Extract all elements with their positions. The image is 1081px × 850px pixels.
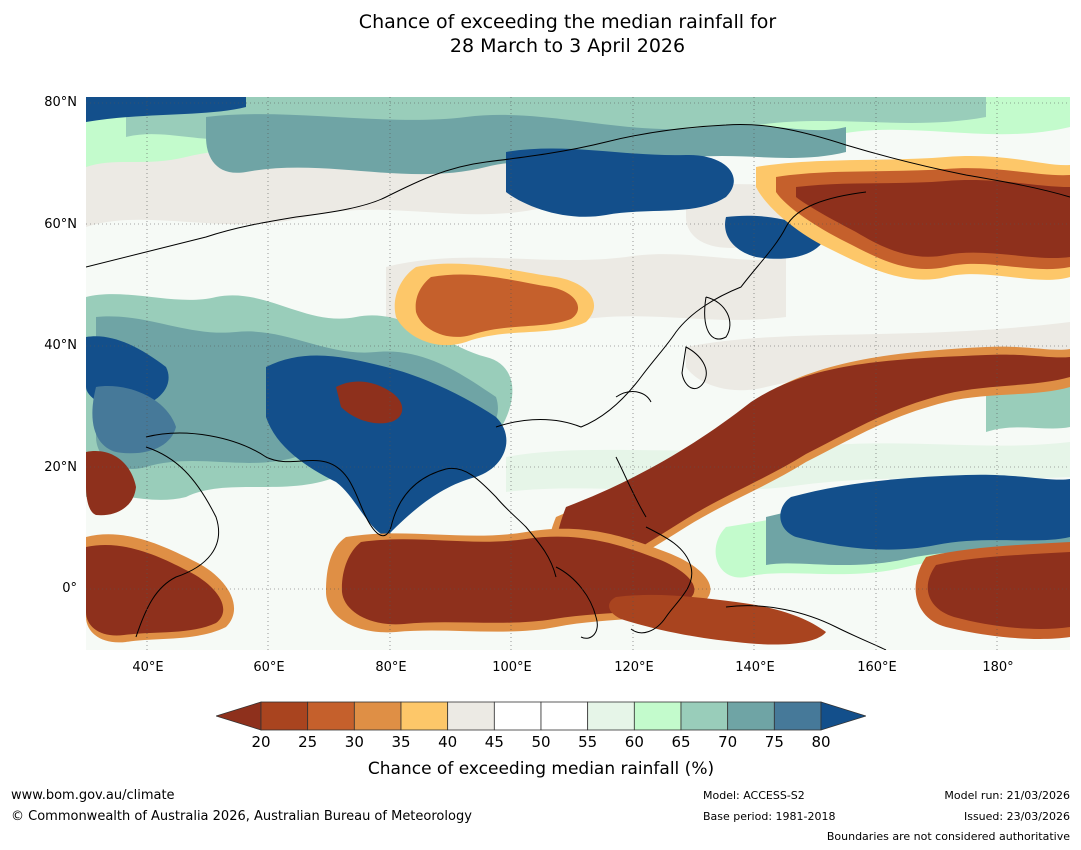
lat-label-60n: 60°N [44,217,77,232]
colorbar-tick-label: 35 [391,733,411,751]
rainfall-probability-map [86,97,1070,650]
coastlines [86,124,1070,650]
colorbar-segment [587,701,635,731]
graticule [86,97,1070,650]
boundary-disclaimer: Boundaries are not considered authoritat… [826,830,1070,843]
colorbar-tick-label: 40 [438,733,458,751]
colorbar-tick-label: 75 [764,733,784,751]
lon-label-120e: 120°E [614,660,654,675]
colorbar-segment [353,701,402,731]
lon-label-40e: 40°E [132,660,164,675]
lon-label-140e: 140°E [735,660,775,675]
lon-label-100e: 100°E [492,660,532,675]
colorbar-arrow-high [820,701,868,731]
colorbar-segment [773,701,822,731]
colorbar-tick-label: 50 [531,733,551,751]
low-chance-regions [86,155,1070,645]
colorbar-tick-label: 80 [811,733,831,751]
colorbar-segment [400,701,449,731]
colorbar-tick-label: 45 [484,733,504,751]
colorbar-graphic [214,701,868,731]
lat-label-80n: 80°N [44,95,77,110]
colorbar-segment [540,701,589,731]
base-period: Base period: 1981-2018 [703,810,836,823]
high-chance-regions [86,97,1070,550]
colorbar-tick-label: 60 [624,733,644,751]
colorbar-segment [447,701,495,731]
lon-label-60e: 60°E [253,660,285,675]
issued-date: Issued: 23/03/2026 [963,810,1070,823]
colorbar-segment [680,701,729,731]
colorbar-segment [493,701,542,731]
colorbar-segment [260,701,309,731]
colorbar-tick-label: 20 [251,733,271,751]
lon-label-80e: 80°E [375,660,407,675]
colorbar-tick-label: 65 [671,733,691,751]
website-link[interactable]: www.bom.gov.au/climate [11,788,175,803]
colorbar-segment [307,701,355,731]
lat-label-0: 0° [62,581,77,596]
map-title: Chance of exceeding the median rainfall … [0,10,1081,58]
map-canvas [86,97,1070,650]
title-line-1: Chance of exceeding the median rainfall … [358,11,777,33]
colorbar-arrow-low [214,701,262,731]
lon-label-160e: 160°E [857,660,897,675]
lon-label-180: 180° [982,660,1014,675]
colorbar-tick-label: 70 [718,733,738,751]
colorbar-tick-label: 55 [578,733,598,751]
colorbar [214,700,868,732]
copyright-text: © Commonwealth of Australia 2026, Austra… [11,809,472,824]
model-name: Model: ACCESS-S2 [703,789,805,802]
colorbar-segment [633,701,682,731]
model-run-date: Model run: 21/03/2026 [944,789,1070,802]
colorbar-tick-label: 25 [298,733,318,751]
colorbar-tick-label: 30 [344,733,364,751]
colorbar-segment [727,701,775,731]
colorbar-label: Chance of exceeding median rainfall (%) [367,759,715,779]
lat-label-40n: 40°N [44,338,77,353]
title-line-2: 28 March to 3 April 2026 [449,35,686,57]
lat-label-20n: 20°N [44,460,77,475]
